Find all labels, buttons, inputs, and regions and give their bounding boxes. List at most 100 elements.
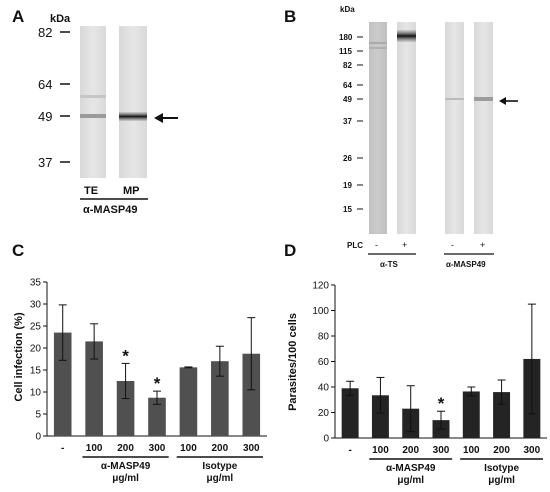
bar: [462, 391, 480, 438]
x-tick-label: -: [61, 443, 64, 454]
panel-label-a: A: [12, 7, 24, 26]
marker-label: 26: [343, 154, 352, 163]
group-label-masp49: α-MASP49: [446, 260, 486, 269]
plc-sign: -: [375, 240, 378, 250]
panel-b: B kDa 180 115 82 64 49 37 26 19 15: [284, 5, 518, 269]
kda-label-b: kDa: [340, 5, 355, 14]
x-tick-label: 100: [372, 445, 389, 456]
gel-lane-mp: [119, 26, 147, 178]
plc-sign: +: [480, 240, 485, 250]
plc-sign: +: [402, 240, 407, 250]
y-tick-label: 60: [318, 357, 330, 368]
bar: [341, 388, 359, 438]
x-tick-label: -: [348, 445, 351, 456]
band-49-masp: [474, 97, 493, 101]
x-tick-label: 300: [243, 443, 260, 454]
faint-band: [369, 42, 387, 44]
group-label: α-MASP49: [386, 463, 436, 474]
marker-label: 64: [343, 81, 352, 90]
band-180-ts: [397, 30, 416, 42]
marker-label: 37: [343, 117, 352, 126]
band-49-te: [80, 114, 106, 118]
marker-label: 49: [343, 95, 352, 104]
bar: [53, 332, 72, 436]
gel-lane-ts-minus: [369, 22, 387, 234]
y-tick-label: 10: [30, 388, 42, 399]
gel-lane-masp-minus: [445, 22, 464, 234]
marker-label: 19: [343, 181, 352, 190]
bar: [242, 353, 261, 436]
band-49-mp: [119, 112, 147, 121]
x-tick-label: 200: [212, 443, 229, 454]
y-tick-label: 0: [323, 434, 329, 445]
bar: [211, 361, 229, 436]
y-tick-label: 20: [318, 408, 330, 419]
faint-band: [445, 98, 464, 100]
significance-marker: *: [122, 346, 129, 365]
y-tick-label: 100: [312, 306, 329, 317]
bar: [371, 395, 389, 438]
gel-lane-ts-plus: [397, 22, 416, 234]
marker-label: 82: [343, 61, 352, 70]
marker-label: 82: [38, 25, 52, 40]
lane-label-mp: MP: [123, 185, 140, 197]
x-tick-label: 300: [524, 445, 541, 456]
x-tick-label: 100: [86, 443, 103, 454]
faint-band: [80, 95, 106, 98]
gel-lane-te: [80, 26, 106, 178]
plc-sign: -: [451, 240, 454, 250]
x-tick-label: 200: [402, 445, 419, 456]
y-tick-label: 5: [35, 410, 41, 421]
significance-marker: *: [438, 394, 445, 413]
marker-label: 180: [339, 33, 353, 42]
bar: [148, 397, 166, 436]
panel-c: C Cell infection (%) 0 5 10 15 20 25 30 35 - 100 *…: [12, 241, 267, 484]
arrow-head-icon: [154, 113, 163, 123]
panel-a: A kDa 82 64 49 37 TE MP α-MASP49: [12, 7, 178, 216]
bar: [85, 341, 103, 436]
marker-label: 115: [339, 47, 352, 56]
x-tick-label: 100: [180, 443, 197, 454]
y-tick-label: 25: [30, 322, 42, 333]
panel-label-b: B: [284, 7, 296, 26]
faint-band: [369, 47, 387, 49]
x-tick-label: 100: [463, 445, 480, 456]
group-label: Isotype: [484, 463, 519, 474]
panel-label-c: C: [12, 241, 24, 260]
y-tick-label: 80: [318, 332, 330, 343]
chart-c: 0 5 10 15 20 25 30 35 - 100 * 200 * 300 100 200 300 α-MAS…: [30, 278, 267, 484]
marker-label: 49: [38, 109, 52, 124]
bar: [493, 392, 511, 438]
panel-label-d: D: [284, 241, 296, 260]
group-unit-label: μg/ml: [397, 475, 424, 486]
y-tick-label: 20: [30, 344, 42, 355]
y-tick-label: 40: [318, 383, 330, 394]
antibody-label-a: α-MASP49: [83, 204, 137, 216]
group-label: α-MASP49: [101, 461, 151, 472]
y-tick-label: 120: [312, 281, 329, 292]
arrow-head-icon: [499, 97, 506, 105]
x-tick-label: 200: [117, 443, 134, 454]
group-unit-label: μg/ml: [207, 473, 234, 484]
x-tick-label: 200: [493, 445, 510, 456]
marker-label: 37: [38, 155, 52, 170]
kda-label-a: kDa: [50, 13, 71, 25]
x-tick-label: 300: [433, 445, 450, 456]
y-tick-label: 30: [30, 300, 42, 311]
group-label-ts: α-TS: [380, 260, 398, 269]
group-unit-label: μg/ml: [112, 473, 139, 484]
y-axis-label-d: Parasites/100 cells: [287, 313, 299, 411]
y-tick-label: 35: [30, 278, 42, 289]
y-axis-label-c: Cell infection (%): [13, 312, 25, 402]
x-tick-label: 300: [149, 443, 166, 454]
marker-label: 15: [343, 205, 352, 214]
bar: [116, 381, 135, 436]
plc-label: PLC: [347, 241, 363, 250]
y-tick-label: 0: [35, 432, 41, 443]
gel-lane-masp-plus: [474, 22, 493, 234]
group-unit-label: μg/ml: [488, 475, 515, 486]
panel-d: D Parasites/100 cells 0 20 40 60 80 100 120 - 10…: [284, 241, 547, 486]
group-label: Isotype: [202, 461, 237, 472]
marker-label: 64: [38, 77, 52, 92]
